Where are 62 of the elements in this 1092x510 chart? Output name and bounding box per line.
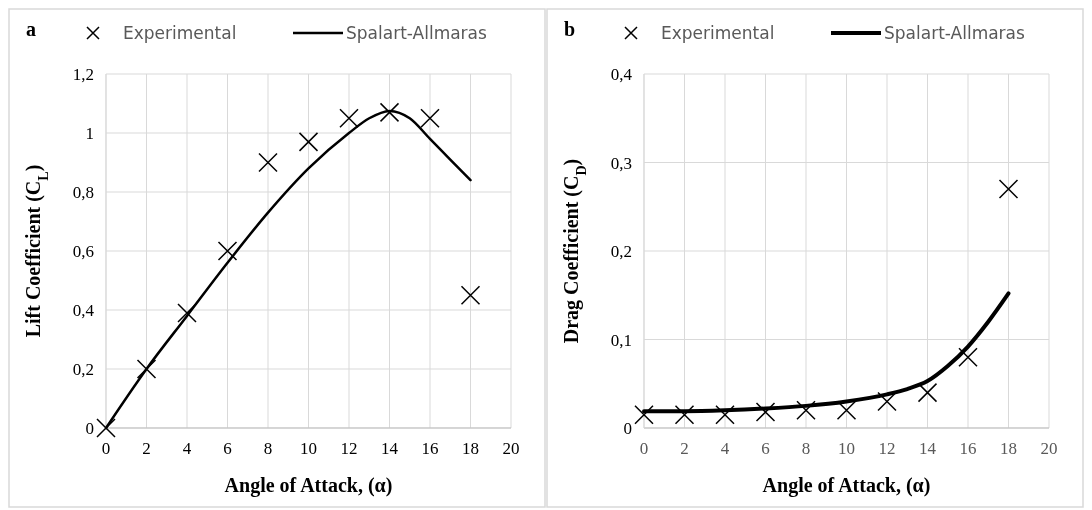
- point: [460, 285, 481, 305]
- x-tick-label: 6: [223, 439, 232, 458]
- x-tick-label: 18: [462, 439, 479, 458]
- x-tick-label: 4: [720, 439, 730, 458]
- x-tick-label: 20: [1040, 439, 1058, 458]
- x-tick-label: 8: [263, 439, 273, 458]
- y-tick-label: 0: [85, 419, 94, 438]
- legend-label: Spalart-Allmaras: [884, 23, 1026, 43]
- x-tick-label: 14: [919, 439, 937, 458]
- point: [217, 241, 238, 261]
- y-tick-label: 0,6: [72, 242, 94, 261]
- legend-label: Experimental: [661, 23, 775, 43]
- x-tick-label: 14: [381, 439, 399, 458]
- x-tick-label: 6: [761, 439, 770, 458]
- point: [715, 404, 735, 425]
- x-tick-label: 16: [421, 439, 439, 458]
- x-tick-label: 18: [1000, 439, 1017, 458]
- point: [339, 108, 359, 128]
- y-tick-label: 0,8: [72, 183, 94, 202]
- x-tick-label: 20: [502, 439, 520, 458]
- point: [379, 102, 400, 123]
- point: [917, 382, 938, 403]
- x-tick-label: 2: [142, 439, 151, 458]
- y-tick-label: 0,4: [610, 65, 633, 84]
- y-tick-label: 1: [85, 124, 94, 143]
- chart-title: a: [26, 18, 36, 40]
- legend-label: Experimental: [123, 23, 237, 43]
- point: [177, 303, 197, 323]
- x-tick-label: 12: [340, 439, 358, 458]
- point: [998, 179, 1019, 199]
- x-axis-title: Angle of Attack, (α): [224, 474, 393, 497]
- y-tick-label: 0: [623, 419, 632, 438]
- point: [674, 404, 695, 425]
- y-tick-label: 0,4: [72, 301, 95, 320]
- point: [836, 400, 857, 421]
- x-tick-label: 2: [680, 439, 689, 458]
- point: [136, 359, 157, 379]
- y-tick-label: 0,2: [610, 242, 632, 261]
- point: [958, 347, 978, 367]
- point: [796, 400, 816, 421]
- x-axis-title: Angle of Attack, (α): [762, 474, 931, 497]
- legend-label: Spalart-Allmaras: [346, 23, 488, 43]
- point: [877, 391, 897, 412]
- chart-title: b: [564, 18, 576, 40]
- point: [634, 404, 654, 425]
- point: [96, 418, 116, 438]
- point: [755, 402, 776, 422]
- y-tick-label: 0,3: [610, 153, 632, 173]
- point: [298, 132, 319, 152]
- point: [258, 152, 278, 173]
- x-tick-label: 0: [101, 439, 111, 458]
- x-tick-label: 0: [639, 439, 649, 458]
- x-tick-label: 10: [838, 439, 855, 458]
- y-tick-label: 1,2: [72, 65, 94, 84]
- x-tick-label: 10: [300, 439, 317, 458]
- y-tick-label: 0,2: [72, 360, 94, 379]
- point: [420, 108, 440, 128]
- x-tick-label: 8: [801, 439, 811, 458]
- x-tick-label: 12: [878, 439, 896, 458]
- y-tick-label: 0,1: [610, 330, 632, 350]
- x-tick-label: 16: [959, 439, 977, 458]
- x-tick-label: 4: [182, 439, 192, 458]
